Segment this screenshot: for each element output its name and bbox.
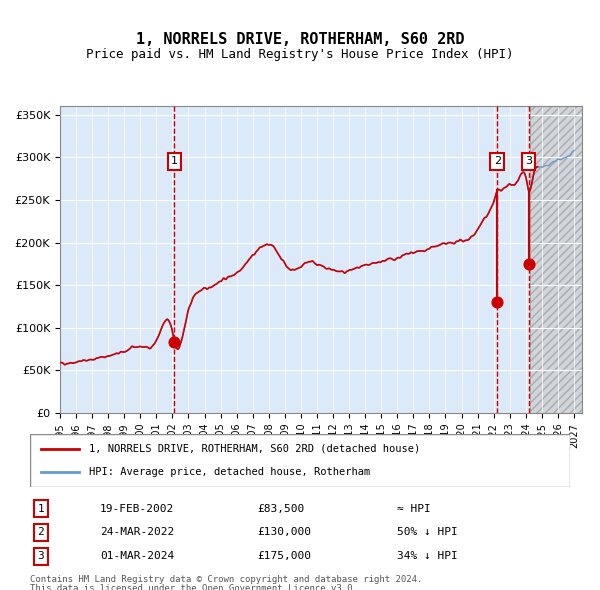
Bar (530, 106, 582, 413)
Point (493, 297, 502, 307)
Text: 01-MAR-2024: 01-MAR-2024 (100, 552, 175, 561)
Text: 1: 1 (37, 504, 44, 513)
Text: 3: 3 (525, 156, 532, 166)
Text: ≈ HPI: ≈ HPI (397, 504, 431, 513)
FancyBboxPatch shape (30, 434, 570, 487)
Text: £175,000: £175,000 (257, 552, 311, 561)
Text: 24-MAR-2022: 24-MAR-2022 (100, 527, 175, 537)
Text: 2: 2 (494, 156, 501, 166)
Text: £83,500: £83,500 (257, 504, 304, 513)
Point (524, 259, 533, 268)
Text: 1, NORRELS DRIVE, ROTHERHAM, S60 2RD: 1, NORRELS DRIVE, ROTHERHAM, S60 2RD (136, 32, 464, 47)
Bar (530, 106, 582, 413)
Text: 1, NORRELS DRIVE, ROTHERHAM, S60 2RD (detached house): 1, NORRELS DRIVE, ROTHERHAM, S60 2RD (de… (89, 444, 421, 454)
Text: 34% ↓ HPI: 34% ↓ HPI (397, 552, 458, 561)
Text: 1: 1 (171, 156, 178, 166)
Text: This data is licensed under the Open Government Licence v3.0.: This data is licensed under the Open Gov… (30, 584, 358, 590)
Text: 3: 3 (37, 552, 44, 561)
Text: 50% ↓ HPI: 50% ↓ HPI (397, 527, 458, 537)
Text: Contains HM Land Registry data © Crown copyright and database right 2024.: Contains HM Land Registry data © Crown c… (30, 575, 422, 584)
Point (170, 337, 179, 346)
Text: £130,000: £130,000 (257, 527, 311, 537)
Text: 19-FEB-2002: 19-FEB-2002 (100, 504, 175, 513)
Text: 2: 2 (37, 527, 44, 537)
Text: HPI: Average price, detached house, Rotherham: HPI: Average price, detached house, Roth… (89, 467, 371, 477)
Text: Price paid vs. HM Land Registry's House Price Index (HPI): Price paid vs. HM Land Registry's House … (86, 48, 514, 61)
